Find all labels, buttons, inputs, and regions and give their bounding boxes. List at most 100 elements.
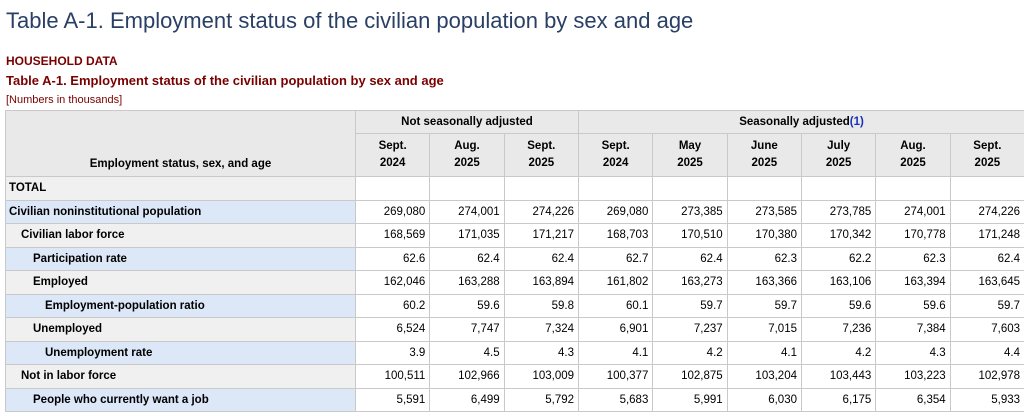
data-cell: 163,273 bbox=[653, 271, 727, 295]
row-label: Civilian labor force bbox=[6, 224, 356, 248]
data-cell: 4.1 bbox=[727, 341, 801, 365]
data-cell: 163,894 bbox=[504, 271, 578, 295]
data-table: Employment status, sex, and age Not seas… bbox=[5, 110, 1024, 412]
row-label: TOTAL bbox=[6, 177, 356, 201]
data-cell: 60.2 bbox=[356, 294, 430, 318]
data-cell: 7,384 bbox=[876, 318, 950, 342]
data-cell: 62.7 bbox=[579, 247, 653, 271]
period-header: Sept.2024 bbox=[356, 134, 430, 177]
data-cell: 6,901 bbox=[579, 318, 653, 342]
data-cell: 59.6 bbox=[430, 294, 504, 318]
period-year: 2025 bbox=[677, 157, 703, 169]
data-cell: 7,747 bbox=[430, 318, 504, 342]
data-cell: 273,585 bbox=[727, 200, 801, 224]
data-cell: 59.7 bbox=[950, 294, 1024, 318]
period-month: May bbox=[679, 140, 701, 152]
data-cell: 273,385 bbox=[653, 200, 727, 224]
data-cell: 62.4 bbox=[504, 247, 578, 271]
data-cell bbox=[876, 177, 950, 201]
footnote-link[interactable]: (1) bbox=[850, 116, 864, 128]
data-cell: 170,380 bbox=[727, 224, 801, 248]
data-cell: 102,978 bbox=[950, 365, 1024, 389]
data-cell: 274,001 bbox=[430, 200, 504, 224]
data-cell: 4.1 bbox=[579, 341, 653, 365]
data-cell: 62.3 bbox=[727, 247, 801, 271]
data-cell: 4.2 bbox=[802, 341, 876, 365]
data-cell: 4.5 bbox=[430, 341, 504, 365]
data-cell: 269,080 bbox=[356, 200, 430, 224]
data-cell: 5,591 bbox=[356, 388, 430, 412]
row-label: Unemployment rate bbox=[6, 341, 356, 365]
data-cell: 59.6 bbox=[876, 294, 950, 318]
period-header: Sept.2024 bbox=[579, 134, 653, 177]
data-cell: 103,009 bbox=[504, 365, 578, 389]
data-cell: 274,226 bbox=[950, 200, 1024, 224]
data-cell: 163,106 bbox=[802, 271, 876, 295]
period-header: May 2025 bbox=[653, 134, 727, 177]
period-header: Aug.2025 bbox=[876, 134, 950, 177]
data-cell: 274,226 bbox=[504, 200, 578, 224]
data-cell: 103,223 bbox=[876, 365, 950, 389]
data-cell: 269,080 bbox=[579, 200, 653, 224]
data-cell: 5,792 bbox=[504, 388, 578, 412]
data-cell: 161,802 bbox=[579, 271, 653, 295]
data-cell bbox=[802, 177, 876, 201]
data-cell: 5,991 bbox=[653, 388, 727, 412]
data-cell: 7,015 bbox=[727, 318, 801, 342]
period-header: Aug.2025 bbox=[430, 134, 504, 177]
row-label: Unemployed bbox=[6, 318, 356, 342]
row-label: Not in labor force bbox=[6, 365, 356, 389]
data-cell: 102,875 bbox=[653, 365, 727, 389]
data-cell: 170,778 bbox=[876, 224, 950, 248]
data-cell: 168,569 bbox=[356, 224, 430, 248]
data-cell: 4.3 bbox=[876, 341, 950, 365]
data-cell: 59.6 bbox=[802, 294, 876, 318]
data-cell: 6,354 bbox=[876, 388, 950, 412]
data-cell: 7,237 bbox=[653, 318, 727, 342]
data-cell: 62.4 bbox=[653, 247, 727, 271]
period-month: Aug. bbox=[454, 140, 480, 152]
data-cell: 171,035 bbox=[430, 224, 504, 248]
data-cell bbox=[653, 177, 727, 201]
group-header-not-seasonally-adjusted: Not seasonally adjusted bbox=[356, 111, 579, 134]
period-year: 2024 bbox=[380, 157, 406, 169]
row-label: People who currently want a job bbox=[6, 388, 356, 412]
row-label: Employed bbox=[6, 271, 356, 295]
data-cell bbox=[504, 177, 578, 201]
period-year: 2025 bbox=[826, 157, 852, 169]
data-cell: 3.9 bbox=[356, 341, 430, 365]
stub-header: Employment status, sex, and age bbox=[6, 111, 356, 177]
row-label: Employment-population ratio bbox=[6, 294, 356, 318]
data-cell bbox=[950, 177, 1024, 201]
data-cell bbox=[430, 177, 504, 201]
page-title: Table A-1. Employment status of the civi… bbox=[6, 8, 693, 34]
period-year: 2025 bbox=[529, 157, 555, 169]
data-cell: 7,236 bbox=[802, 318, 876, 342]
data-cell: 4.4 bbox=[950, 341, 1024, 365]
data-cell: 273,785 bbox=[802, 200, 876, 224]
section-label: HOUSEHOLD DATA bbox=[6, 54, 118, 68]
data-cell: 59.8 bbox=[504, 294, 578, 318]
data-cell: 4.2 bbox=[653, 341, 727, 365]
data-cell: 59.7 bbox=[653, 294, 727, 318]
table-row: TOTAL bbox=[6, 177, 1024, 201]
data-cell: 162,046 bbox=[356, 271, 430, 295]
data-cell bbox=[727, 177, 801, 201]
data-cell: 171,217 bbox=[504, 224, 578, 248]
data-cell: 6,524 bbox=[356, 318, 430, 342]
period-month: July bbox=[827, 140, 850, 152]
data-cell: 163,366 bbox=[727, 271, 801, 295]
data-cell: 62.4 bbox=[430, 247, 504, 271]
period-year: 2025 bbox=[900, 157, 926, 169]
